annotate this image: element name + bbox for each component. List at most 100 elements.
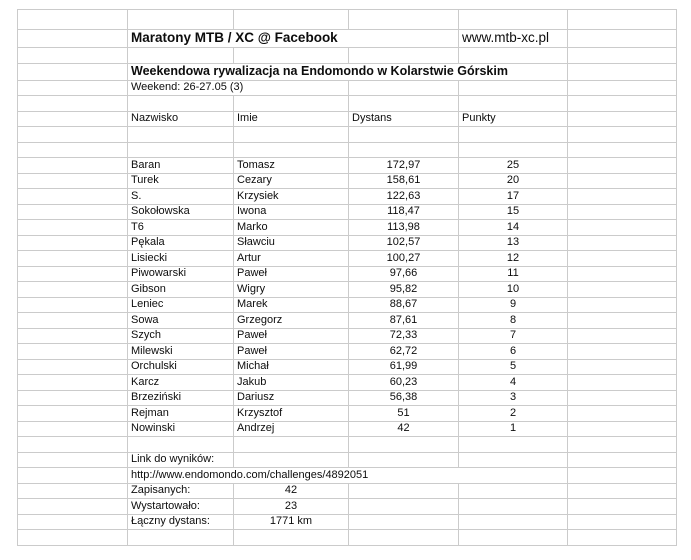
summary-label: Łączny dystans:	[127, 514, 234, 530]
empty-cell	[567, 63, 677, 81]
cell-punkty: 7	[458, 328, 568, 344]
result-row: Lisiecki Artur 100,27 12	[17, 250, 677, 267]
empty-cell	[17, 405, 128, 422]
empty-cell	[17, 281, 128, 298]
empty-cell	[567, 328, 677, 344]
empty-cell	[567, 390, 677, 406]
results-link-label: Link do wyników:	[127, 452, 234, 468]
cell-nazwisko: Sokołowska	[127, 204, 234, 220]
empty-cell	[348, 47, 459, 64]
empty-cell	[127, 436, 234, 453]
empty-cell	[17, 219, 128, 236]
cell-dystans: 122,63	[348, 188, 459, 205]
empty-cell	[17, 343, 128, 360]
cell-punkty: 6	[458, 343, 568, 360]
result-row: Piwowarski Paweł 97,66 11	[17, 266, 677, 282]
empty-cell	[348, 529, 459, 546]
empty-cell	[127, 529, 234, 546]
empty-cell	[567, 250, 677, 267]
cell-imie: Sławciu	[233, 235, 349, 251]
empty-cell	[567, 80, 677, 96]
col-header-dystans: Dystans	[348, 111, 459, 127]
result-row: Sowa Grzegorz 87,61 8	[17, 312, 677, 329]
cell-nazwisko: T6	[127, 219, 234, 236]
result-row: Baran Tomasz 172,97 25	[17, 157, 677, 174]
empty-cell	[127, 47, 234, 64]
empty-cell	[17, 436, 128, 453]
empty-cell	[567, 374, 677, 391]
empty-cell	[17, 142, 128, 158]
summary-row: Zapisanych: 42	[17, 483, 677, 499]
empty-cell	[233, 126, 349, 143]
cell-punkty: 13	[458, 235, 568, 251]
empty-cell	[567, 421, 677, 437]
empty-row	[17, 9, 677, 30]
empty-cell	[567, 514, 677, 530]
summary-value: 23	[233, 498, 349, 515]
empty-cell	[17, 312, 128, 329]
empty-cell	[348, 498, 459, 515]
cell-punkty: 3	[458, 390, 568, 406]
cell-punkty: 8	[458, 312, 568, 329]
cell-imie: Artur	[233, 250, 349, 267]
cell-imie: Cezary	[233, 173, 349, 189]
cell-dystans: 158,61	[348, 173, 459, 189]
cell-imie: Paweł	[233, 328, 349, 344]
empty-cell	[458, 436, 568, 453]
result-row: Pękala Sławciu 102,57 13	[17, 235, 677, 251]
empty-cell	[17, 498, 128, 515]
cell-nazwisko: Gibson	[127, 281, 234, 298]
empty-cell	[567, 126, 677, 143]
cell-punkty: 10	[458, 281, 568, 298]
empty-cell	[17, 157, 128, 174]
empty-cell	[567, 483, 677, 499]
empty-cell	[233, 47, 349, 64]
summary-value: 42	[233, 483, 349, 499]
empty-cell	[567, 436, 677, 453]
empty-cell	[348, 483, 459, 499]
empty-cell	[17, 95, 128, 112]
empty-cell	[458, 514, 568, 530]
cell-imie: Andrzej	[233, 421, 349, 437]
empty-cell	[127, 9, 234, 30]
empty-cell	[458, 47, 568, 64]
empty-cell	[348, 126, 459, 143]
cell-imie: Marko	[233, 219, 349, 236]
empty-cell	[17, 9, 128, 30]
empty-row	[17, 47, 677, 64]
empty-cell	[17, 173, 128, 189]
empty-cell	[17, 29, 128, 48]
empty-cell	[127, 95, 234, 112]
result-row: Brzeziński Dariusz 56,38 3	[17, 390, 677, 406]
col-header-imie: Imie	[233, 111, 349, 127]
summary-label: Wystartowało:	[127, 498, 234, 515]
spreadsheet-grid: Maratony MTB / XC @ Facebook www.mtb-xc.…	[17, 9, 677, 546]
summary-label: Zapisanych:	[127, 483, 234, 499]
empty-cell	[17, 359, 128, 375]
subtitle-row: Weekendowa rywalizacja na Endomondo w Ko…	[17, 63, 677, 81]
cell-nazwisko: Orchulski	[127, 359, 234, 375]
cell-punkty: 1	[458, 421, 568, 437]
empty-cell	[567, 188, 677, 205]
link-url-row: http://www.endomondo.com/challenges/4892…	[17, 467, 677, 484]
col-header-nazwisko: Nazwisko	[127, 111, 234, 127]
empty-cell	[17, 328, 128, 344]
empty-cell	[567, 47, 677, 64]
cell-nazwisko: Nowinski	[127, 421, 234, 437]
summary-value: 1771 km	[233, 514, 349, 530]
result-row: Szych Paweł 72,33 7	[17, 328, 677, 344]
empty-cell	[567, 173, 677, 189]
cell-nazwisko: Pękala	[127, 235, 234, 251]
website-url: www.mtb-xc.pl	[458, 29, 568, 48]
empty-cell	[17, 63, 128, 81]
empty-cell	[567, 29, 677, 48]
empty-row	[17, 529, 677, 546]
cell-nazwisko: Piwowarski	[127, 266, 234, 282]
empty-cell	[127, 126, 234, 143]
result-row: Sokołowska Iwona 118,47 15	[17, 204, 677, 220]
empty-cell	[233, 436, 349, 453]
weekend-label: Weekend: 26-27.05 (3)	[127, 80, 349, 96]
empty-cell	[458, 483, 568, 499]
empty-cell	[458, 126, 568, 143]
empty-cell	[567, 343, 677, 360]
